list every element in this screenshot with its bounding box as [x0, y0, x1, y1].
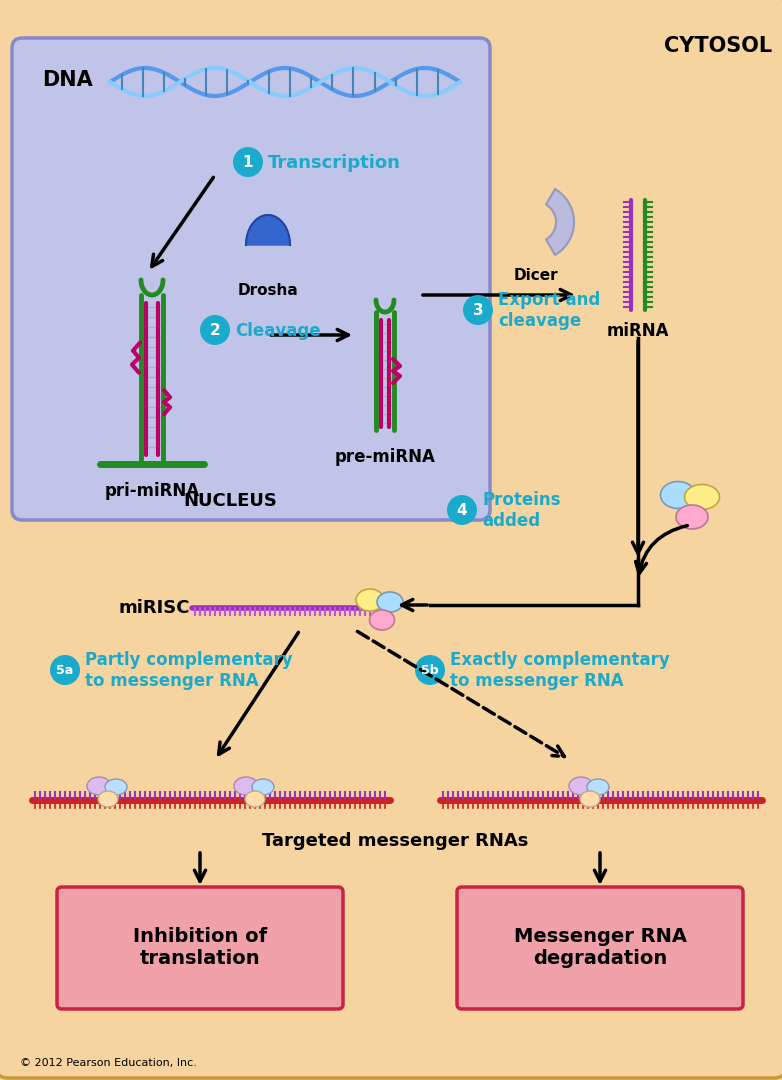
Text: Partly complementary
to messenger RNA: Partly complementary to messenger RNA: [85, 651, 292, 690]
Text: DNA: DNA: [42, 70, 93, 90]
Text: pri-miRNA: pri-miRNA: [105, 482, 199, 500]
Circle shape: [233, 147, 263, 177]
FancyArrowPatch shape: [636, 526, 687, 573]
Text: pre-miRNA: pre-miRNA: [335, 448, 436, 465]
Ellipse shape: [370, 610, 394, 630]
Polygon shape: [246, 215, 290, 245]
Text: 2: 2: [210, 323, 221, 338]
Text: Messenger RNA
degradation: Messenger RNA degradation: [514, 928, 687, 969]
Text: 3: 3: [472, 303, 483, 318]
Ellipse shape: [661, 482, 695, 509]
FancyBboxPatch shape: [457, 887, 743, 1009]
Ellipse shape: [98, 791, 118, 807]
Ellipse shape: [676, 505, 708, 529]
Ellipse shape: [105, 779, 127, 795]
Ellipse shape: [245, 791, 265, 807]
Text: Cleavage: Cleavage: [235, 322, 321, 339]
Circle shape: [415, 654, 445, 685]
Text: Inhibition of
translation: Inhibition of translation: [133, 928, 267, 969]
Text: miRISC: miRISC: [118, 599, 189, 617]
Text: 1: 1: [242, 156, 253, 170]
Text: Proteins
added: Proteins added: [482, 491, 561, 530]
Ellipse shape: [252, 779, 274, 795]
FancyBboxPatch shape: [57, 887, 343, 1009]
Ellipse shape: [377, 592, 403, 612]
Text: Export and
cleavage: Export and cleavage: [498, 292, 601, 329]
Circle shape: [200, 315, 230, 345]
Ellipse shape: [580, 791, 600, 807]
Text: miRNA: miRNA: [607, 322, 669, 340]
Polygon shape: [546, 189, 574, 255]
Circle shape: [463, 295, 493, 325]
Text: Drosha: Drosha: [238, 283, 299, 298]
Ellipse shape: [234, 777, 258, 795]
Ellipse shape: [684, 485, 719, 510]
Circle shape: [50, 654, 80, 685]
Text: 5b: 5b: [421, 664, 439, 677]
Text: NUCLEUS: NUCLEUS: [183, 492, 277, 510]
Text: Targeted messenger RNAs: Targeted messenger RNAs: [262, 832, 528, 850]
Text: Dicer: Dicer: [514, 268, 558, 283]
FancyBboxPatch shape: [12, 38, 490, 519]
Ellipse shape: [587, 779, 609, 795]
Ellipse shape: [569, 777, 593, 795]
Ellipse shape: [356, 589, 384, 611]
Ellipse shape: [87, 777, 111, 795]
Circle shape: [447, 495, 477, 525]
Text: Exactly complementary
to messenger RNA: Exactly complementary to messenger RNA: [450, 651, 669, 690]
Text: © 2012 Pearson Education, Inc.: © 2012 Pearson Education, Inc.: [20, 1058, 197, 1068]
Text: Transcription: Transcription: [268, 153, 401, 172]
Text: 4: 4: [457, 503, 468, 518]
Text: CYTOSOL: CYTOSOL: [664, 36, 772, 56]
Text: 5a: 5a: [56, 664, 74, 677]
